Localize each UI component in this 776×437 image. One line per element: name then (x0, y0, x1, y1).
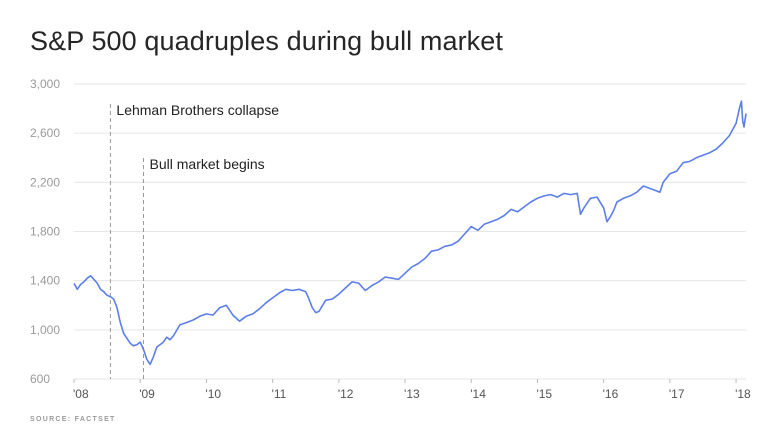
annotation-label: Bull market begins (150, 156, 265, 172)
source-note: SOURCE: FACTSET (30, 416, 116, 423)
x-tick-label: '11 (272, 387, 287, 401)
x-tick-label: '12 (338, 387, 354, 401)
x-tick-label: '18 (735, 387, 751, 401)
x-tick-label: '14 (470, 387, 486, 401)
y-tick-label: 1,400 (30, 274, 60, 288)
y-tick-label: 2,200 (30, 175, 60, 189)
series-line (73, 100, 747, 366)
y-tick-label: 2,600 (30, 126, 60, 140)
x-tick-label: '08 (73, 387, 89, 401)
x-tick-label: '10 (205, 387, 221, 401)
y-tick-label: 1,000 (30, 323, 60, 337)
x-tick-label: '15 (536, 387, 552, 401)
annotations: Lehman Brothers collapse Bull market begi… (109, 102, 279, 379)
y-tick-label: 1,800 (30, 225, 60, 239)
y-tick-label: 3,000 (30, 77, 60, 91)
y-tick-label: 600 (30, 372, 50, 386)
y-axis-tick-labels: 600 1,000 1,400 1,800 2,200 2,600 3,000 (30, 77, 60, 386)
x-axis-tick-labels: '08 '09 '10 '11 '12 '13 '14 '15 '16 '17 '18 (73, 379, 751, 401)
x-tick-label: '09 (139, 387, 155, 401)
x-tick-label: '13 (404, 387, 420, 401)
annotation-label: Lehman Brothers collapse (116, 102, 279, 118)
x-tick-label: '17 (669, 387, 685, 401)
x-tick-label: '16 (603, 387, 619, 401)
chart-title: S&P 500 quadruples during bull market (30, 26, 503, 56)
gridlines (74, 83, 746, 380)
